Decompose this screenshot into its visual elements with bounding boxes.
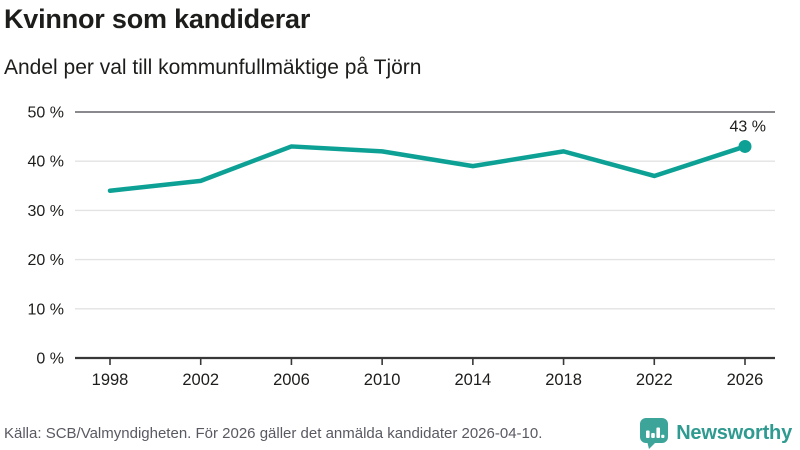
y-tick-label: 0 %: [36, 351, 64, 368]
brand-name: Newsworthy: [676, 421, 792, 444]
x-tick-label: 2014: [454, 371, 491, 389]
x-tick-label: 2002: [182, 371, 219, 389]
x-tick-label: 2018: [545, 371, 582, 389]
y-tick-label: 10 %: [28, 301, 64, 318]
data-line: [107, 144, 748, 193]
end-point-label: 43 %: [730, 118, 766, 135]
x-tick-label: 2010: [364, 371, 401, 389]
y-tick-label: 30 %: [28, 203, 64, 220]
chart-title: Kvinnor som kandiderar: [4, 4, 311, 34]
chart-subtitle: Andel per val till kommunfullmäktige på …: [4, 56, 422, 79]
x-tick-label: 2022: [636, 371, 673, 389]
newsworthy-logo: Newsworthy: [639, 417, 792, 449]
end-point-dot: [738, 139, 752, 153]
source-text: Källa: SCB/Valmyndigheten. För 2026 gäll…: [4, 424, 543, 442]
x-tick-label: 2026: [727, 371, 764, 389]
line-chart-svg: 0 % 10 % 20 % 30 % 40 % 50 % 1998 2002 2006 2010 2…: [28, 105, 775, 389]
line-chart: 0 % 10 % 20 % 30 % 40 % 50 % 1998 2002 2006 2010 2…: [0, 95, 800, 400]
y-tick-label: 40 %: [28, 154, 64, 171]
x-tick-label: 2006: [273, 371, 310, 389]
y-tick-label: 50 %: [28, 105, 64, 122]
x-tick-label: 1998: [92, 371, 129, 389]
newsworthy-bubble-icon: [640, 418, 669, 449]
y-tick-label: 20 %: [28, 252, 64, 269]
chart-header: Kvinnor som kandiderar Andel per val til…: [4, 4, 421, 80]
chart-footer: Källa: SCB/Valmyndigheten. För 2026 gäll…: [0, 416, 800, 450]
